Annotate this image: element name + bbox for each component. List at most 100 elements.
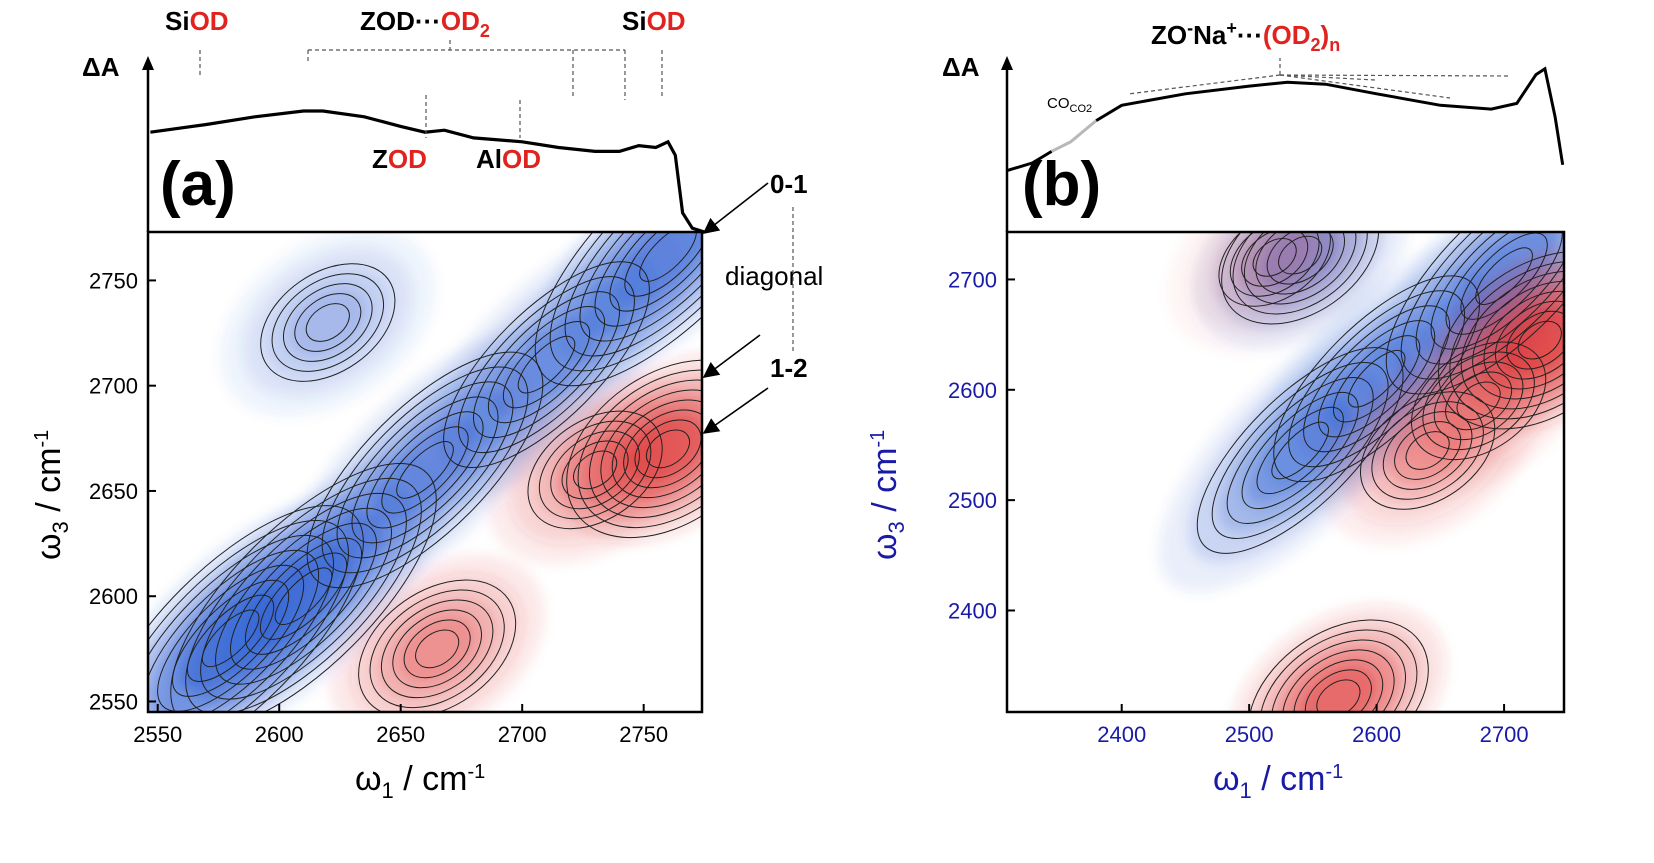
feature-positive-contour bbox=[645, 429, 691, 469]
feature-negative-contour bbox=[1273, 275, 1481, 483]
feature-negative-contour bbox=[351, 396, 499, 544]
feature-negative-contour bbox=[1255, 232, 1345, 295]
feature-positive-band bbox=[1166, 232, 1383, 352]
feature-negative-contour bbox=[259, 552, 348, 640]
panel-a: ΔA SiOD ZOD···OD2 SiOD ZOD AlOD bbox=[30, 6, 823, 803]
feature-negative-contour bbox=[396, 441, 454, 499]
y-tick-label: 2600 bbox=[948, 378, 997, 403]
feature-negative-contour bbox=[487, 306, 606, 424]
feature-negative-contour bbox=[1332, 335, 1421, 423]
top-trace-a-axis-arrow bbox=[142, 56, 154, 70]
feature-negative-contour bbox=[1303, 305, 1451, 453]
feature-positive-contour bbox=[1371, 401, 1484, 500]
feature-negative-band bbox=[220, 232, 436, 417]
feature-positive-contour bbox=[634, 419, 702, 479]
feature-negative-contour bbox=[579, 232, 702, 342]
feature-positive-contour bbox=[1449, 260, 1564, 420]
feature-positive-contour bbox=[1359, 391, 1496, 510]
feature-negative-contour bbox=[185, 477, 422, 712]
feature-positive-contour bbox=[1259, 629, 1418, 712]
feature-positive-contour bbox=[1506, 310, 1564, 370]
feature-positive-contour bbox=[1494, 300, 1564, 380]
feature-positive-contour bbox=[358, 579, 517, 712]
map-a bbox=[148, 232, 702, 712]
feature-negative-contour bbox=[458, 276, 635, 454]
feature-negative-contour bbox=[1430, 232, 1564, 350]
feature-positive-contour bbox=[538, 420, 652, 520]
feature-negative-contour bbox=[305, 303, 350, 342]
feature-negative-contour bbox=[443, 261, 650, 469]
feature-positive-contour bbox=[561, 440, 629, 500]
feature-negative-contour bbox=[1475, 247, 1533, 305]
feature-negative-contour bbox=[294, 293, 362, 352]
feature-positive-contour bbox=[392, 609, 482, 689]
feature-negative-contour bbox=[1211, 362, 1389, 539]
feature-positive-contour bbox=[415, 629, 460, 669]
feature-negative-contour bbox=[1243, 232, 1357, 305]
feature-negative-contour bbox=[170, 462, 437, 712]
feature-positive-contour bbox=[611, 399, 702, 499]
feature-negative-contour bbox=[472, 291, 621, 439]
feature-positive-band bbox=[1370, 306, 1564, 496]
feature-negative-contour bbox=[201, 609, 260, 668]
feature-negative-contour bbox=[639, 232, 697, 282]
feature-positive-contour bbox=[573, 450, 618, 490]
feature-positive-contour bbox=[369, 589, 505, 709]
feature-negative-contour bbox=[1288, 290, 1466, 468]
zod-od2-label: ZOD···OD2 bbox=[360, 6, 490, 41]
co2-label: COCO2 bbox=[1047, 95, 1092, 115]
feature-negative-contour bbox=[1221, 232, 1380, 325]
feature-negative-contour bbox=[609, 232, 702, 312]
feature-negative-contour bbox=[564, 232, 702, 357]
feature-positive-contour bbox=[1422, 351, 1535, 451]
feature-negative-contour bbox=[549, 232, 702, 372]
y-tick-label: 2750 bbox=[89, 268, 138, 293]
feature-positive-band bbox=[1230, 604, 1447, 712]
feature-negative-contour bbox=[624, 232, 702, 297]
map-a-frame bbox=[146, 230, 704, 714]
y-tick-label: 2600 bbox=[89, 584, 138, 609]
feature-positive-contour bbox=[380, 599, 494, 699]
y-tick-label: 2700 bbox=[89, 374, 138, 399]
feature-negative-contour bbox=[1415, 232, 1564, 365]
top-trace-a-ylabel: ΔA bbox=[82, 52, 120, 82]
top-trace-b-axis-arrow bbox=[1001, 56, 1013, 70]
map-b-frame bbox=[1005, 230, 1566, 714]
feature-negative-contour bbox=[1232, 232, 1368, 315]
feature-positive-contour bbox=[1382, 411, 1473, 490]
y-tick-label: 2700 bbox=[948, 267, 997, 292]
feature-positive-contour bbox=[1293, 659, 1384, 712]
y-tick-label: 2400 bbox=[948, 598, 997, 623]
top-trace-b-line-right bbox=[1095, 66, 1565, 166]
top-trace-a-leaders bbox=[199, 40, 663, 138]
x-tick-label: 2650 bbox=[376, 722, 425, 747]
y-tick-label: 2550 bbox=[89, 689, 138, 714]
x-tick-label: 2600 bbox=[1352, 722, 1401, 747]
feature-negative-contour bbox=[534, 232, 702, 387]
feature-positive-contour bbox=[1437, 250, 1564, 430]
feature-positive-contour bbox=[1229, 232, 1320, 297]
feature-negative-contour bbox=[271, 273, 385, 372]
x-tick-label: 2700 bbox=[1480, 722, 1529, 747]
x-tick-label: 2400 bbox=[1097, 722, 1146, 747]
x-tick-label: 2600 bbox=[255, 722, 304, 747]
feature-positive-contour bbox=[1394, 421, 1462, 480]
feature-negative-contour bbox=[215, 507, 392, 685]
diagonal-label: diagonal bbox=[725, 261, 823, 291]
y-tick-label: 2500 bbox=[948, 488, 997, 513]
feature-positive-contour bbox=[403, 619, 471, 679]
feature-negative-contour bbox=[186, 594, 275, 682]
panel-a-label: (a) bbox=[160, 150, 236, 219]
peak-label-0-1: 0-1 bbox=[770, 169, 808, 199]
map-a-xlabel: ω1 / cm-1 bbox=[355, 760, 485, 803]
feature-positive-contour bbox=[550, 430, 640, 510]
feature-positive-contour bbox=[1252, 237, 1297, 277]
feature-negative-contour bbox=[274, 567, 333, 625]
feature-negative-contour bbox=[306, 351, 544, 589]
feature-negative-contour bbox=[594, 232, 702, 327]
map-b bbox=[1158, 232, 1564, 712]
feature-positive-contour bbox=[1445, 371, 1513, 431]
x-tick-label: 2500 bbox=[1225, 722, 1274, 747]
top-trace-b-ylabel: ΔA bbox=[942, 52, 980, 82]
